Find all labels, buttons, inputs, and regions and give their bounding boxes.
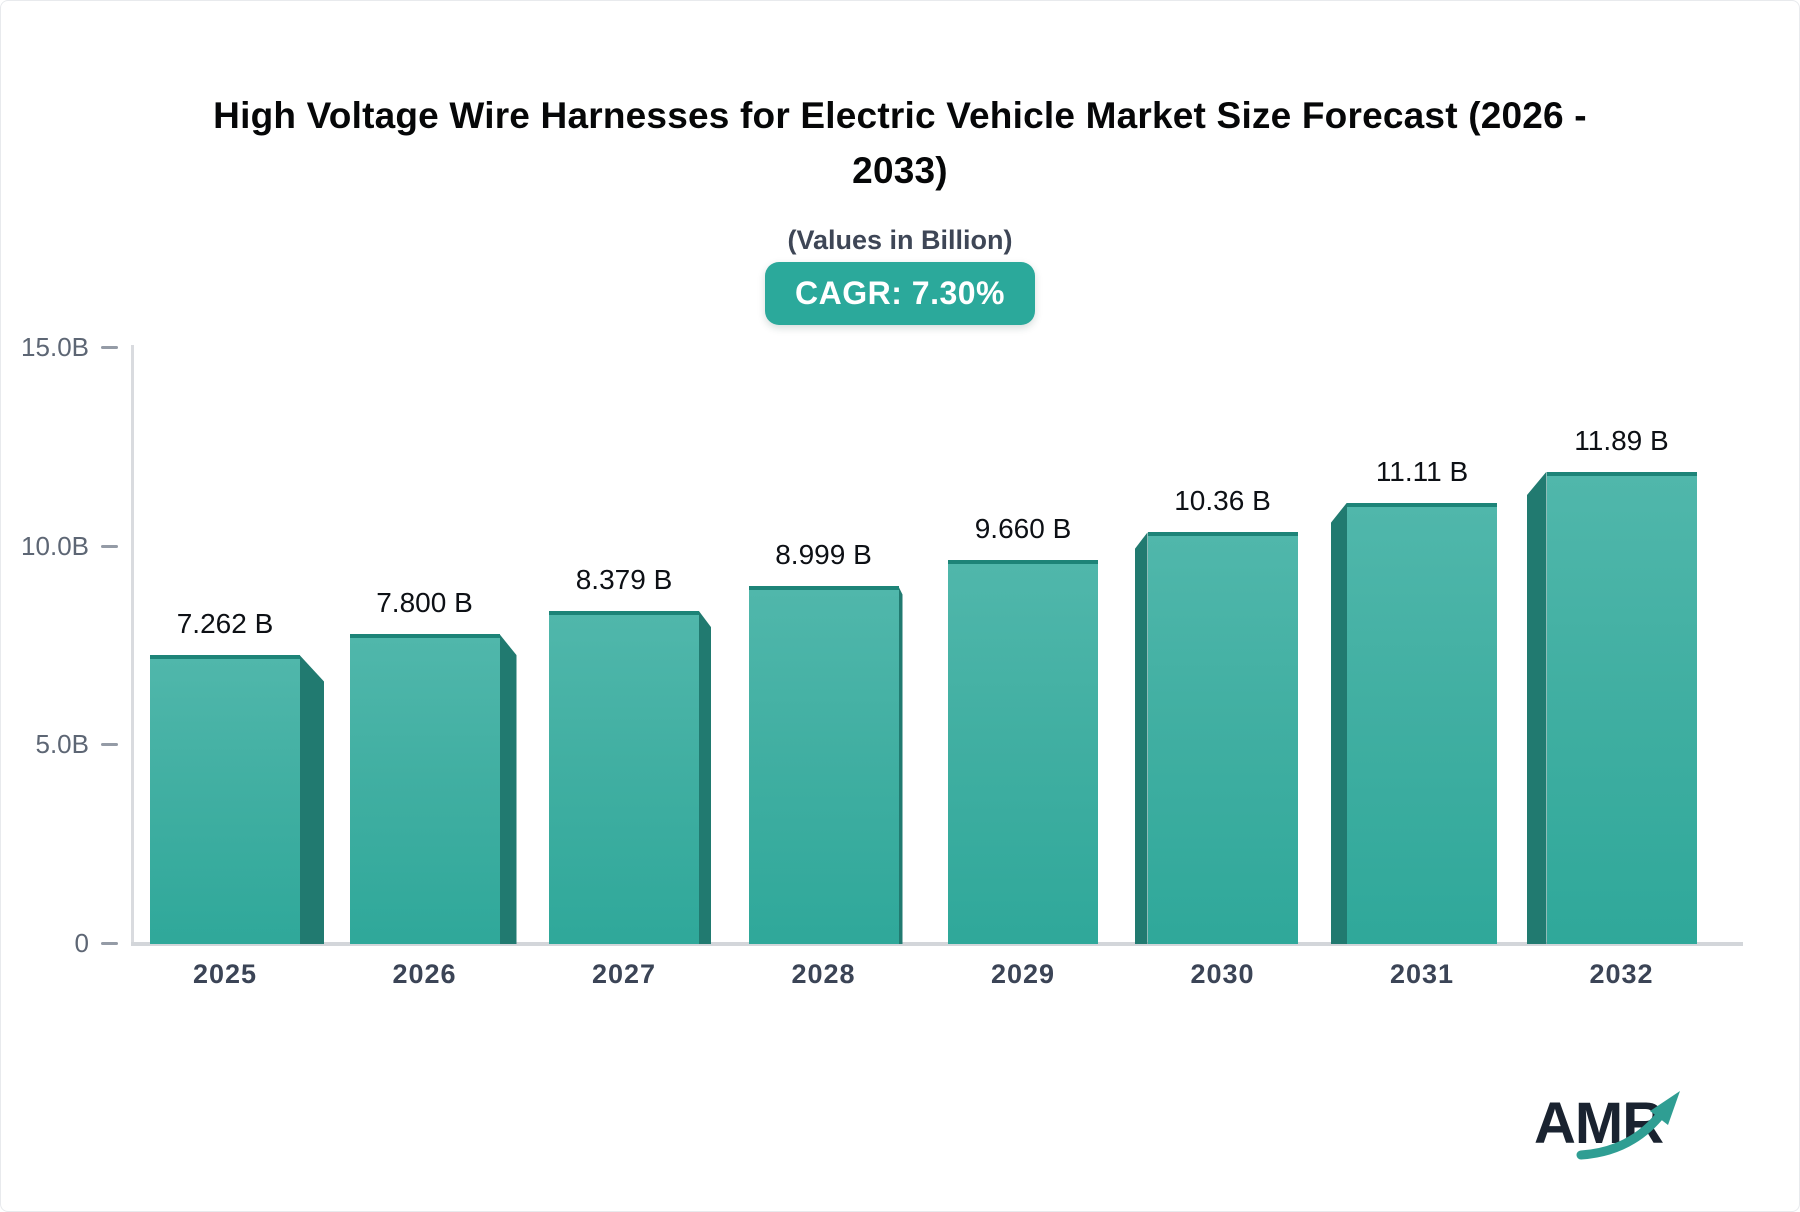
x-tick-label-2030: 2030 [1190,959,1255,989]
x-tick-label-2027: 2027 [591,959,657,989]
bar-value-label-2027: 8.379 B [575,564,673,596]
y-tick-mark [101,942,118,945]
x-tick-label-2032: 2032 [1589,959,1654,989]
bar-3d-side-2025 [300,655,324,944]
bar-2027 [549,611,699,944]
bar-3d-side-2032 [1526,471,1547,944]
chart-title: High Voltage Wire Harnesses for Electric… [213,95,1587,191]
bar-3d-side-2030 [1134,532,1148,944]
bar-3d-side-2031 [1331,502,1347,944]
y-tick-label-15.0B: 15.0B [21,332,89,362]
bar-3d-side-2026 [499,634,517,944]
bar-value-label-2031: 11.11 B [1375,455,1469,487]
bar-2025 [150,655,300,944]
bar-value-label-2030: 10.36 B [1174,485,1271,517]
bar-2026 [349,634,500,944]
x-tick-label-2026: 2026 [392,959,457,989]
x-tick-label-2031: 2031 [1389,959,1455,989]
bar-value-label-2026: 7.800 B [376,587,473,619]
chart-subtitle: (Values in Billion) [787,225,1013,255]
y-tick-label-5.0B: 5.0B [35,729,90,760]
y-tick-mark [101,544,118,548]
x-tick-label-2028: 2028 [791,959,856,989]
bar-2031 [1347,502,1497,944]
y-tick-mark [101,346,118,349]
bar-2029 [948,560,1098,944]
bar-3d-side-2028 [898,586,903,944]
y-tick-label-10.0B: 10.0B [21,530,89,561]
amr-logo-text: AMR [1534,1091,1663,1156]
bar-2028 [748,586,899,944]
y-axis-line [131,345,134,946]
x-axis-line [131,942,1743,946]
amr-logo-arrow-head [1650,1091,1680,1125]
y-tick-mark [101,743,118,747]
amr-logo: AMR [1534,1091,1680,1160]
amr-logo-arrow-swoosh [1576,1108,1667,1160]
x-tick-label-2029: 2029 [990,959,1056,989]
bar-2032 [1546,471,1697,944]
bar-value-label-2028: 8.999 B [775,539,872,571]
bar-value-label-2032: 11.89 B [1574,424,1669,456]
bar-value-label-2029: 9.660 B [974,513,1072,545]
bar-2030 [1147,532,1298,944]
cagr-badge: CAGR: 7.30% [765,262,1035,325]
x-tick-label-2025: 2025 [192,959,258,989]
y-tick-label-0: 0 [74,928,89,958]
bar-3d-side-2027 [699,611,711,944]
bar-value-label-2025: 7.262 B [176,608,274,640]
